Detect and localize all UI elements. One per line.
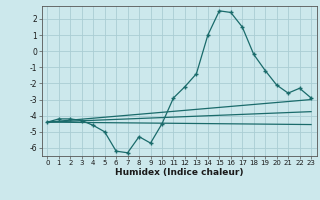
X-axis label: Humidex (Indice chaleur): Humidex (Indice chaleur) (115, 168, 244, 177)
